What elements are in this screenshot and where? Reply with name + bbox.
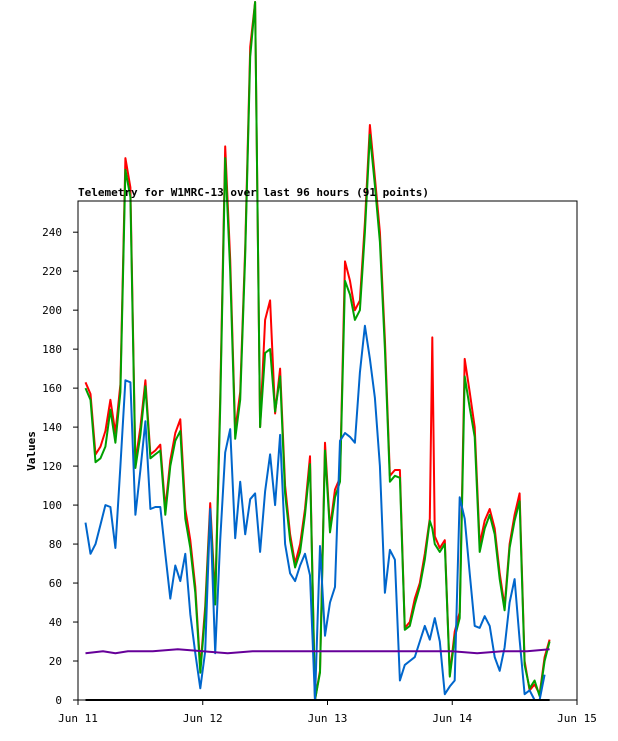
chart-title: Telemetry for W1MRC-13 over last 96 hour… [78,186,429,199]
y-axis: 0 20 40 60 80 100 120 140 160 180 200 220 240 [42,226,78,707]
x-tick-label: Jun 15 [557,712,597,725]
y-tick-label: 60 [49,577,62,590]
x-tick-label: Jun 14 [432,712,472,725]
y-tick-label: 20 [49,655,62,668]
y-tick-label: 180 [42,343,62,356]
x-tick-label: Jun 12 [183,712,223,725]
x-tick-label: Jun 11 [58,712,98,725]
x-axis: Jun 11 Jun 12 Jun 13 Jun 14 Jun 15 [58,700,597,725]
x-tick-label: Jun 13 [308,712,348,725]
y-tick-label: 200 [42,304,62,317]
series-layer [84,1,551,701]
series-line-3 [84,324,546,701]
y-tick-label: 240 [42,226,62,239]
y-tick-label: 120 [42,460,62,473]
y-tick-label: 40 [49,616,62,629]
y-tick-label: 140 [42,421,62,434]
y-axis-label: Values [25,431,38,471]
y-tick-label: 100 [42,499,62,512]
series-line-4 [85,648,550,655]
series-line-2 [84,1,551,701]
y-tick-label: 220 [42,265,62,278]
y-tick-label: 80 [49,538,62,551]
y-tick-label: 160 [42,382,62,395]
y-tick-label: 0 [55,694,62,707]
